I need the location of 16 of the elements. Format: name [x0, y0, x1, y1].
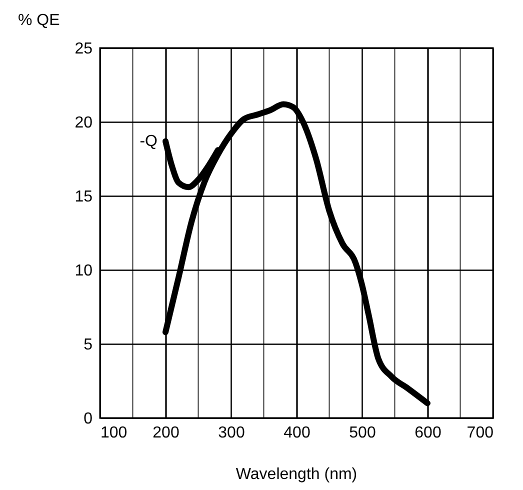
y-tick-label: 15 — [74, 188, 93, 206]
y-tick-label: 25 — [74, 40, 93, 58]
x-tick-label: 300 — [218, 424, 245, 442]
x-tick-label: 700 — [466, 424, 494, 442]
x-tick-label: 500 — [349, 424, 376, 442]
x-tick-label: 200 — [152, 424, 180, 442]
y-tick-label: 10 — [74, 262, 93, 280]
y-tick-label: 20 — [74, 114, 93, 132]
y-axis-title: % QE — [18, 12, 60, 29]
x-tick-label: 600 — [414, 424, 442, 442]
series-label: -Q — [140, 133, 158, 150]
y-tick-label: 0 — [84, 410, 93, 428]
x-tick-label: 100 — [100, 424, 128, 442]
y-tick-label: 5 — [84, 336, 93, 354]
x-tick-label: 400 — [284, 424, 310, 442]
x-axis-title: Wavelength (nm) — [236, 466, 358, 483]
